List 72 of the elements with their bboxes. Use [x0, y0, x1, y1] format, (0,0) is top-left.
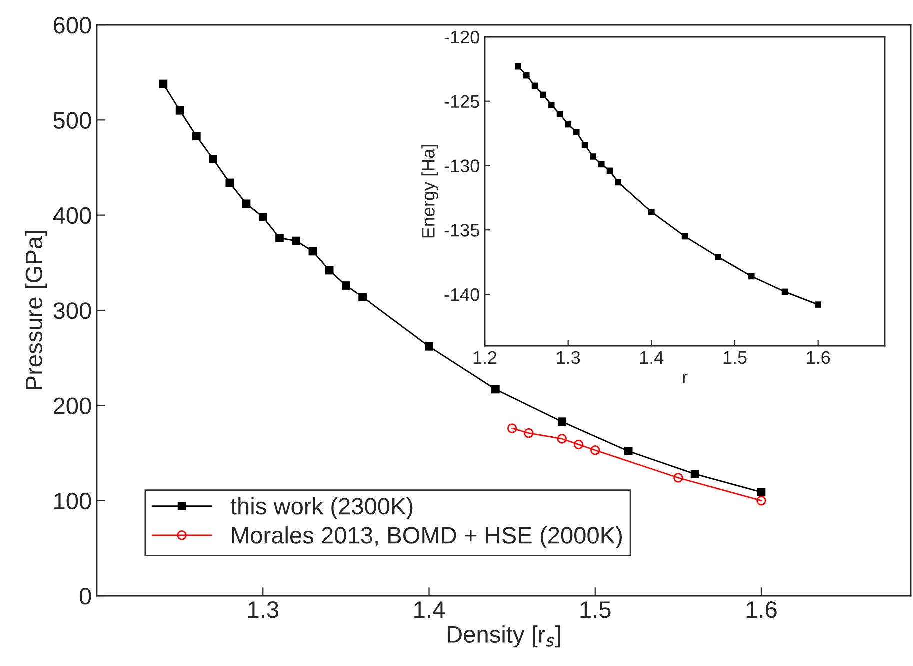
point	[226, 178, 234, 188]
point	[292, 236, 301, 246]
point	[574, 440, 584, 450]
y-tick-label: -125	[444, 95, 480, 108]
point	[192, 132, 201, 141]
x-tick-label: 1.3	[557, 351, 580, 364]
point	[682, 233, 688, 240]
y-tick-label: 400	[53, 207, 92, 224]
point	[159, 80, 168, 88]
point	[558, 418, 566, 426]
point	[815, 302, 822, 308]
y-tick-label: 200	[54, 398, 92, 414]
x-tick-label: 1.4	[414, 602, 445, 618]
point	[276, 234, 284, 242]
x-axis-title: Density [r$_{s}$]	[448, 626, 560, 648]
point	[756, 496, 766, 506]
point	[492, 385, 500, 394]
point	[690, 470, 700, 478]
point	[582, 142, 588, 148]
point	[565, 121, 572, 128]
point	[258, 213, 268, 222]
point	[176, 106, 184, 115]
y-tick-label: -135	[444, 224, 480, 237]
point	[540, 92, 546, 98]
y-tick-label: 0	[80, 588, 92, 605]
point	[325, 266, 334, 275]
x-tick-label: 1.6	[807, 351, 830, 364]
point	[515, 63, 522, 70]
point	[606, 168, 614, 174]
x-tick-label: 1.5	[724, 352, 747, 364]
y-axis-title: Energy [Ha]	[422, 145, 438, 238]
point	[524, 72, 530, 79]
x-tick-label: 1.2	[474, 351, 497, 364]
point	[507, 424, 518, 434]
point	[674, 473, 684, 483]
point	[308, 247, 318, 256]
y-tick-label: -120	[444, 30, 480, 44]
point	[209, 155, 218, 164]
point	[757, 488, 766, 496]
point	[557, 434, 568, 444]
point	[615, 179, 622, 186]
point	[590, 446, 600, 456]
point	[342, 282, 350, 290]
y-tick-label: 600	[54, 17, 92, 34]
y-tick-label: 500	[54, 112, 92, 129]
x-axis-title: r	[683, 374, 688, 384]
y-tick-label: -130	[444, 160, 480, 172]
x-tick-label: 1.4	[640, 352, 664, 364]
y-axis-title: Pressure [GPa]	[25, 231, 48, 390]
point	[524, 428, 534, 438]
point	[715, 254, 722, 260]
point	[598, 161, 605, 168]
point	[532, 82, 538, 90]
point	[748, 273, 755, 280]
x-tick-label: 1.6	[746, 601, 777, 618]
point	[624, 447, 633, 456]
point	[548, 102, 555, 108]
point	[556, 111, 564, 118]
x-tick-label: 1.3	[248, 601, 278, 618]
point	[425, 342, 434, 351]
point	[782, 288, 788, 296]
point	[358, 293, 367, 302]
point	[648, 208, 655, 216]
legend-label: Morales 2013, BOMD + HSE (2000K)	[232, 526, 622, 549]
y-tick-label: 300	[54, 302, 92, 320]
x-tick-label: 1.5	[580, 602, 611, 618]
point	[574, 129, 580, 136]
y-tick-label: -140	[444, 288, 480, 302]
point	[242, 200, 251, 208]
legend-label: this work (2300K)	[230, 497, 413, 520]
y-tick-label: 100	[54, 492, 92, 510]
point	[590, 154, 596, 160]
